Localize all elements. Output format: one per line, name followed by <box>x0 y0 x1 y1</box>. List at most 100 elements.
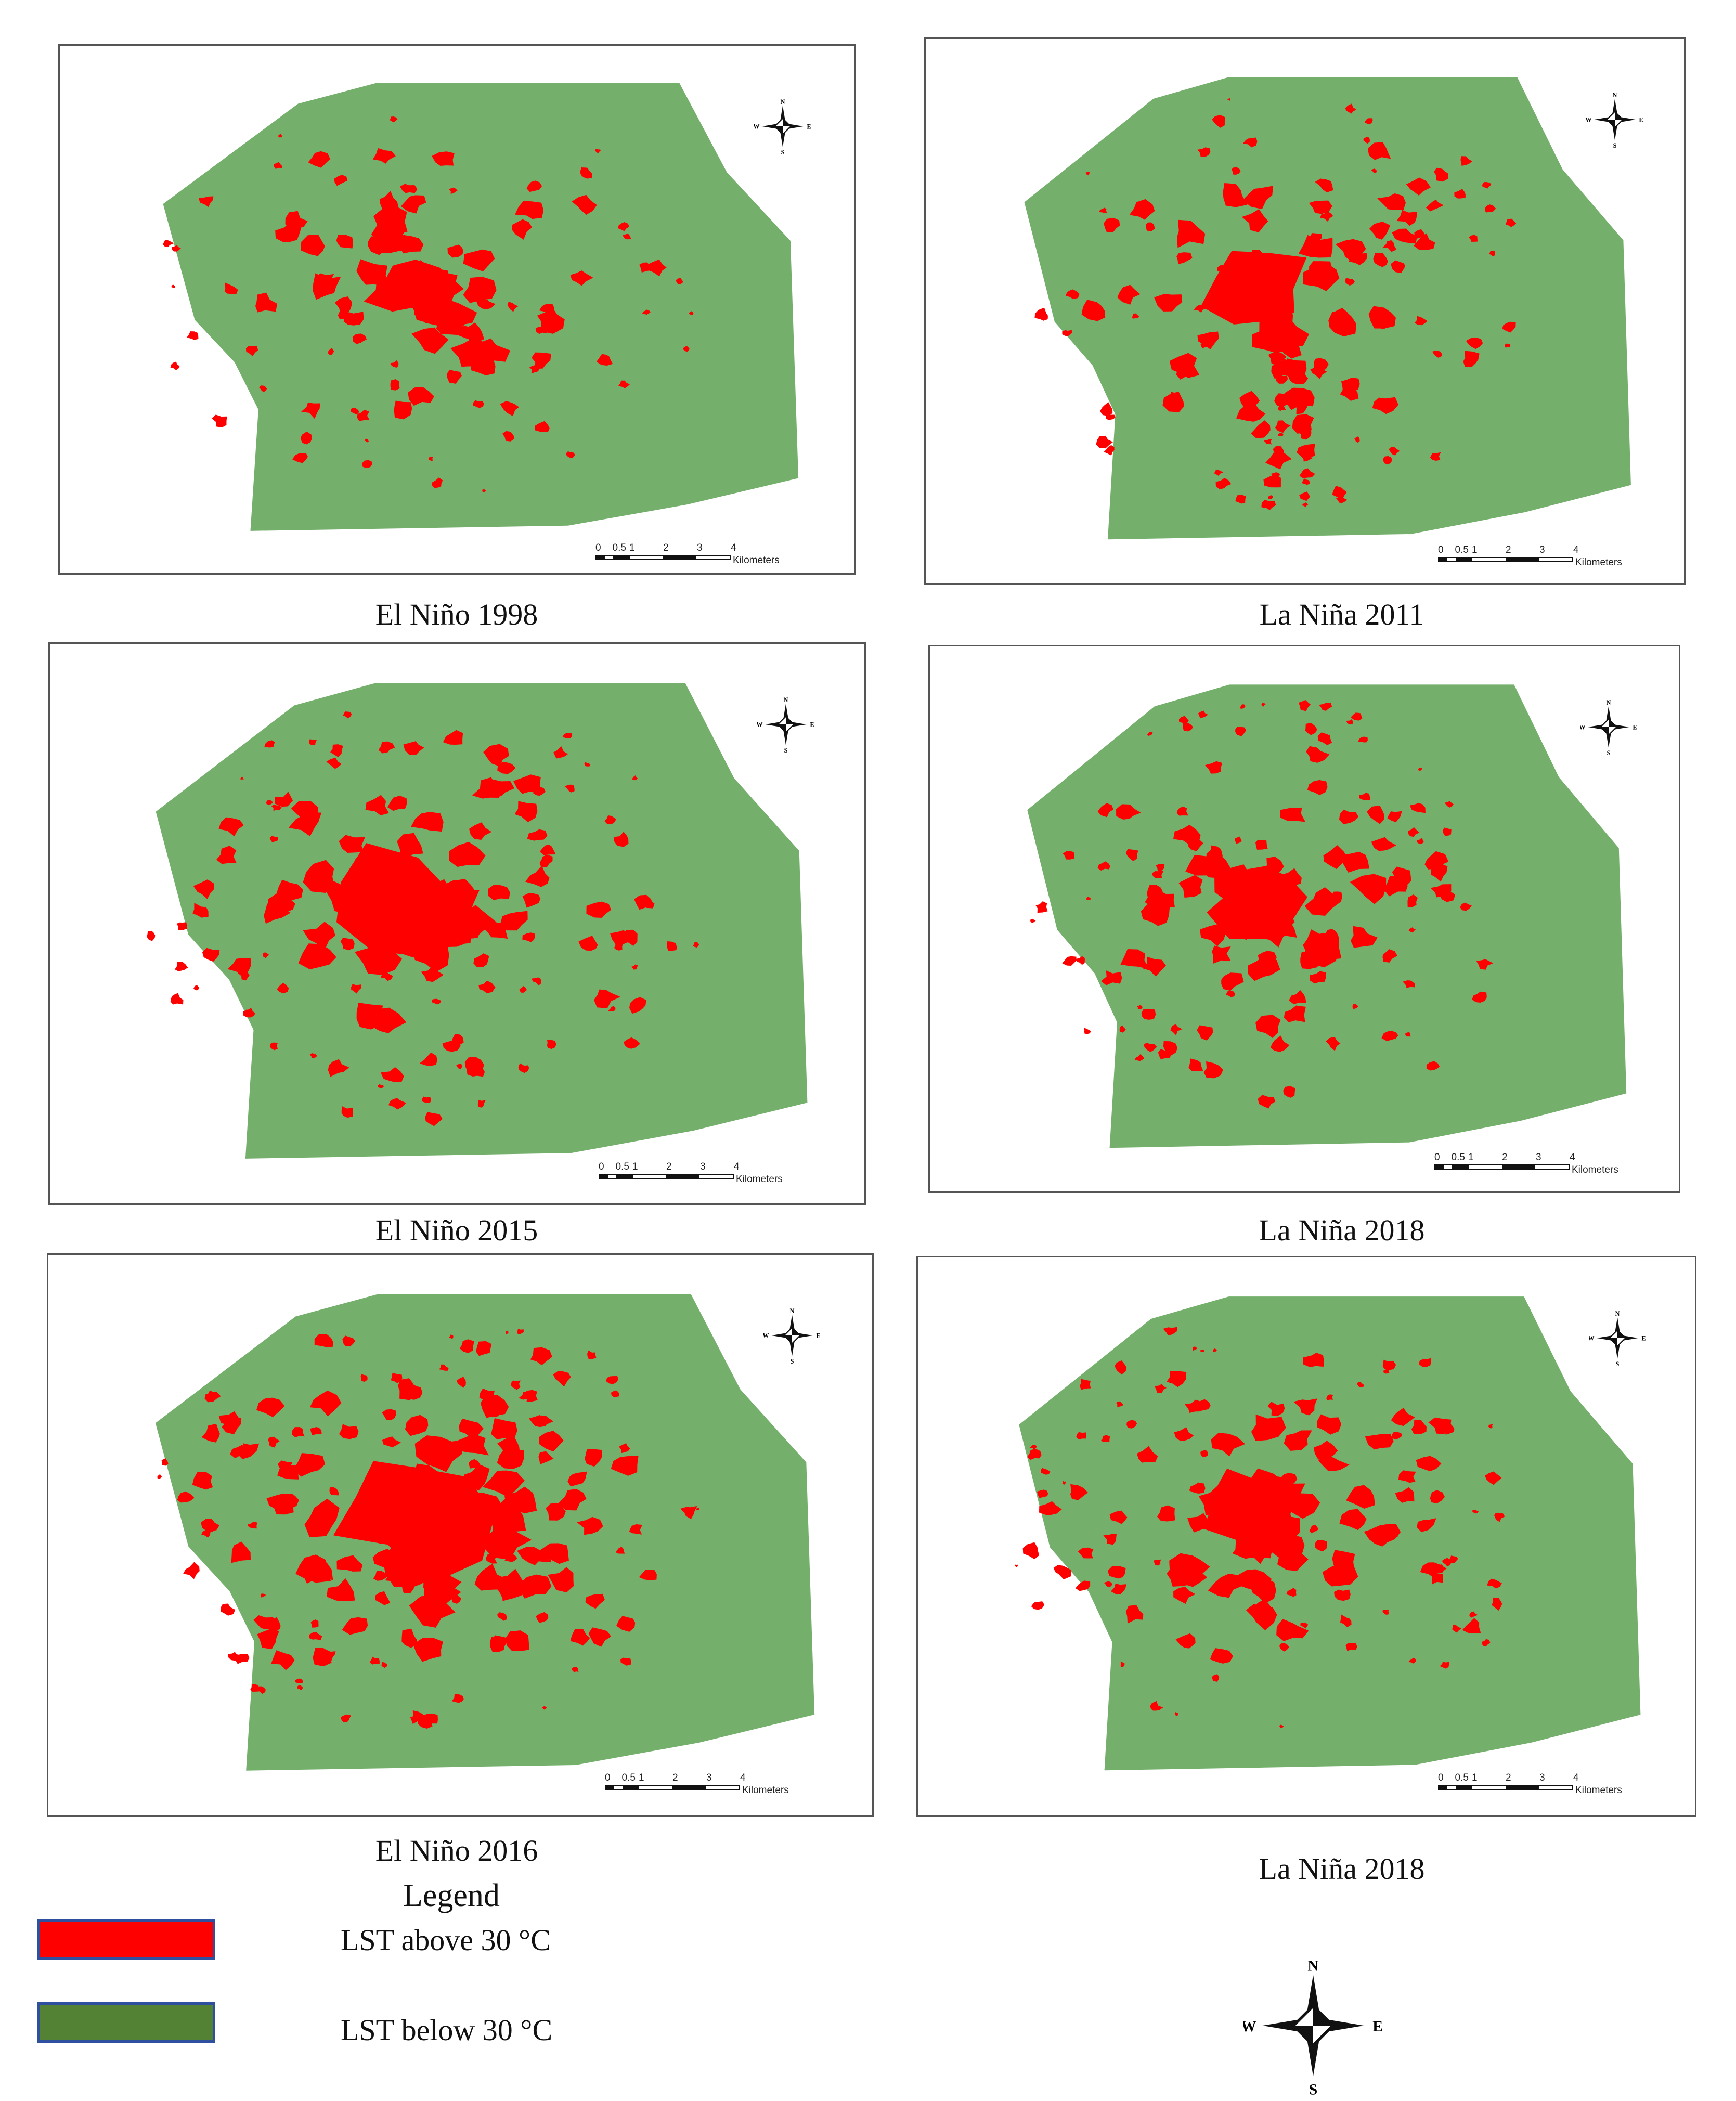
map-panel-la-nina-2011: N S E W 0 0.51 2 3 4 Kilometers <box>924 37 1686 585</box>
scale-tick-label: 0 <box>605 1772 611 1783</box>
map-panel-el-nino-2016: N S E W 0 0.51 2 3 4 Kilometers <box>47 1253 874 1817</box>
scale-tick-label: 0.5 <box>1451 1152 1465 1163</box>
north-arrow-icon: N S E W <box>1241 1955 1383 2098</box>
scale-tick-label: 4 <box>731 542 736 553</box>
map-caption-el-nino-1998: El Niño 1998 <box>375 598 538 631</box>
lst-above-patches <box>157 1328 699 1729</box>
compass-label-s: S <box>1613 142 1617 148</box>
scale-tick-label: 2 <box>1506 1772 1511 1783</box>
map-caption-la-nina-2011: La Niña 2011 <box>1259 598 1424 631</box>
scale-tick-label: 3 <box>706 1772 712 1783</box>
lst-map <box>147 683 808 1159</box>
map-caption-el-nino-2016: El Niño 2016 <box>375 1834 538 1867</box>
lst-below-area <box>1019 1296 1641 1771</box>
scale-tick-label: 3 <box>1539 544 1545 555</box>
lst-above-patches <box>163 116 694 492</box>
compass-label-w: W <box>757 721 762 728</box>
map-panel-el-nino-1998: N S E W 0 0.51 2 3 4 Kilometers <box>58 44 856 575</box>
compass-label-n: N <box>1307 1958 1319 1975</box>
compass-label-e: E <box>807 123 811 130</box>
legend-swatch-above <box>37 1919 215 1960</box>
lst-map <box>163 82 799 531</box>
compass-label-n: N <box>1615 1310 1620 1317</box>
scale-unit-label: Kilometers <box>742 1785 789 1796</box>
lst-map <box>1024 77 1631 540</box>
scale-tick-label: 3 <box>700 1161 706 1172</box>
compass-icon: N S E W <box>1579 698 1637 757</box>
compass-label-e: E <box>1633 723 1637 731</box>
lst-below-area <box>1024 77 1631 540</box>
compass-label-w: W <box>1589 1334 1594 1342</box>
compass-label-s: S <box>1616 1360 1620 1367</box>
compass-label-w: W <box>1586 116 1591 123</box>
compass-label-s: S <box>784 747 788 753</box>
compass-icon: N S E W <box>756 696 814 754</box>
compass-label-w: W <box>754 123 759 130</box>
legend-swatch-below <box>37 2002 215 2043</box>
scale-tick-label: 0.5 <box>615 1161 629 1172</box>
legend-label-above: LST above 30 °C <box>341 1923 551 1957</box>
compass-label-n: N <box>781 98 785 106</box>
legend-label-below: LST below 30 °C <box>341 2013 553 2047</box>
scale-unit-label: Kilometers <box>736 1174 783 1185</box>
scale-tick-label: 0 <box>1434 1152 1440 1163</box>
scale-tick-label: 0 <box>1438 1772 1444 1783</box>
legend-title: Legend <box>403 1878 500 1913</box>
compass-label-n: N <box>790 1307 795 1315</box>
lst-above-patches <box>147 711 699 1126</box>
compass-label-s: S <box>1607 749 1611 756</box>
scale-tick-label: 0.5 <box>1455 1772 1469 1783</box>
compass-label-e: E <box>1639 116 1643 123</box>
compass-icon: N S E W <box>1588 1309 1646 1368</box>
compass-label-s: S <box>781 149 785 155</box>
compass-label-n: N <box>1607 699 1611 706</box>
compass-icon: N S E W <box>762 1307 821 1365</box>
lst-map <box>1027 684 1627 1148</box>
scale-unit-label: Kilometers <box>1575 557 1622 568</box>
compass-label-w: W <box>763 1332 769 1339</box>
map-panel-el-nino-2015: N S E W 0 0.51 2 3 4 Kilometers <box>48 642 866 1205</box>
compass-label-w: W <box>1243 2018 1256 2035</box>
compass-label-w: W <box>1580 723 1585 731</box>
scale-bar: 0 0.5 1 2 3 4 Kilometers <box>605 1772 789 1796</box>
compass-label-n: N <box>1613 92 1617 99</box>
scale-bar: 0 0.5 1 2 3 4 Kilometers <box>1438 1772 1622 1796</box>
scale-tick-label: 4 <box>1573 1772 1579 1783</box>
compass-label-e: E <box>1642 1334 1646 1342</box>
scale-tick-label: 0 <box>1438 544 1444 555</box>
scale-tick-label: 3 <box>1539 1772 1545 1783</box>
lst-above-patches <box>1034 98 1517 510</box>
compass-label-s: S <box>1309 2081 1318 2096</box>
scale-tick-label: 2 <box>663 542 669 553</box>
compass-label-e: E <box>810 721 814 728</box>
scale-tick-label: 1 <box>632 1161 638 1172</box>
scale-tick-label: 1 <box>1468 1152 1474 1163</box>
compass-label-e: E <box>817 1332 821 1339</box>
scale-tick-label: 4 <box>734 1161 740 1172</box>
map-caption-la-nina-2018-b: La Niña 2018 <box>1259 1852 1425 1886</box>
lst-above-patches <box>1030 700 1494 1109</box>
scale-tick-label: 2 <box>666 1161 672 1172</box>
scale-unit-label: Kilometers <box>733 555 780 566</box>
scale-tick-label: 4 <box>740 1772 746 1783</box>
scale-tick-label: 1 <box>1472 1772 1478 1783</box>
compass-label-s: S <box>791 1358 794 1364</box>
scale-unit-label: Kilometers <box>1575 1785 1622 1796</box>
lst-above-patches <box>1014 1327 1505 1728</box>
lst-map <box>155 1294 815 1771</box>
scale-tick-label: 2 <box>1502 1152 1508 1163</box>
compass-icon: N S E W <box>753 98 811 156</box>
compass-label-e: E <box>1372 2018 1383 2035</box>
scale-tick-label: 1 <box>629 542 635 553</box>
scale-tick-label: 2 <box>672 1772 678 1783</box>
compass-label-n: N <box>784 696 788 704</box>
scale-tick-label: 0 <box>599 1161 604 1172</box>
scale-bar: 0 0.5 1 2 3 4 Kilometers <box>1434 1152 1618 1175</box>
scale-tick-label: 0 <box>595 542 601 553</box>
scale-tick-label: 1 <box>1472 544 1478 555</box>
map-caption-el-nino-2015: El Niño 2015 <box>375 1213 538 1247</box>
scale-tick-label: 1 <box>639 1772 644 1783</box>
scale-tick-label: 0.5 <box>1455 544 1469 555</box>
scale-bar: 0 0.5 1 2 3 4 Kilometers <box>599 1161 783 1185</box>
